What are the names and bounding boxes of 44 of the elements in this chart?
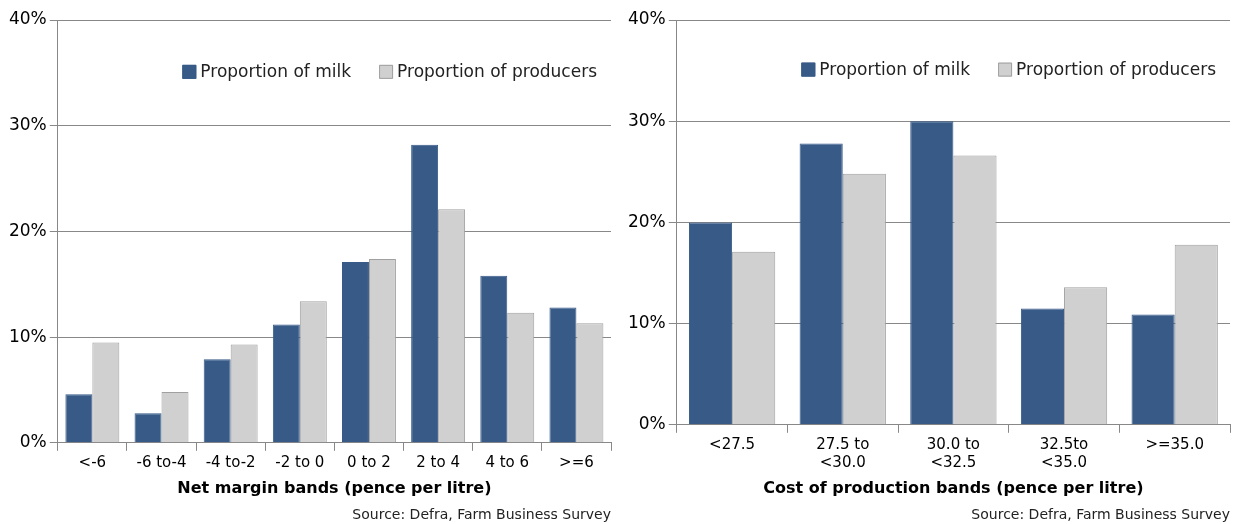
legend-label: Proportion of milk [819,59,971,80]
x-tick-label: <-6 [78,452,107,471]
x-tick-label: 2 to 4 [416,452,460,471]
source-note: Source: Defra, Farm Business Survey [352,505,611,522]
y-tick-label: 20% [627,210,666,231]
bar [688,222,733,425]
x-tick-label: -4 to-2 [205,452,256,471]
x-tick-label: <27.5 [709,434,756,453]
y-tick-label: 10% [8,325,47,346]
bar [910,121,954,425]
x-tick-label: 27.5 to <30.0 [816,434,870,471]
legend-label: Proportion of producers [1016,59,1217,80]
bar [203,359,231,443]
source-note: Source: Defra, Farm Business Survey [971,505,1230,522]
x-tick-label: 30.0 to <32.5 [926,434,981,471]
x-tick-label: 32.5to <35.0 [1039,434,1089,471]
legend-label: Proportion of milk [200,61,352,82]
y-tick-label: 10% [627,312,666,333]
x-tick-label: -2 to 0 [275,452,325,471]
bar [411,144,439,443]
y-tick-label: 40% [627,8,666,29]
bar [134,413,162,443]
bar [272,324,300,443]
y-tick-label: 30% [8,114,47,135]
x-axis-title: Cost of production bands (pence per litre) [763,477,1144,497]
bar [480,275,508,443]
y-tick-label: 0% [19,431,47,452]
bar [799,143,843,425]
y-tick-label: 30% [627,109,666,130]
x-tick-label: >=6 [559,452,594,471]
bar [549,307,577,443]
x-tick-label: 0 to 2 [347,452,391,471]
x-tick-label: >=35.0 [1145,434,1204,453]
y-tick-label: 20% [8,219,47,240]
bar [1020,308,1065,425]
y-tick-label: 40% [8,8,47,29]
bar [65,394,93,443]
bar [342,262,369,443]
x-tick-label: 4 to 6 [485,452,530,471]
y-tick-label: 0% [638,413,666,434]
bar [1131,314,1175,425]
x-axis-title: Net margin bands (pence per litre) [177,477,492,497]
x-tick-label: -6 to-4 [136,452,187,471]
legend-label: Proportion of producers [397,61,598,82]
